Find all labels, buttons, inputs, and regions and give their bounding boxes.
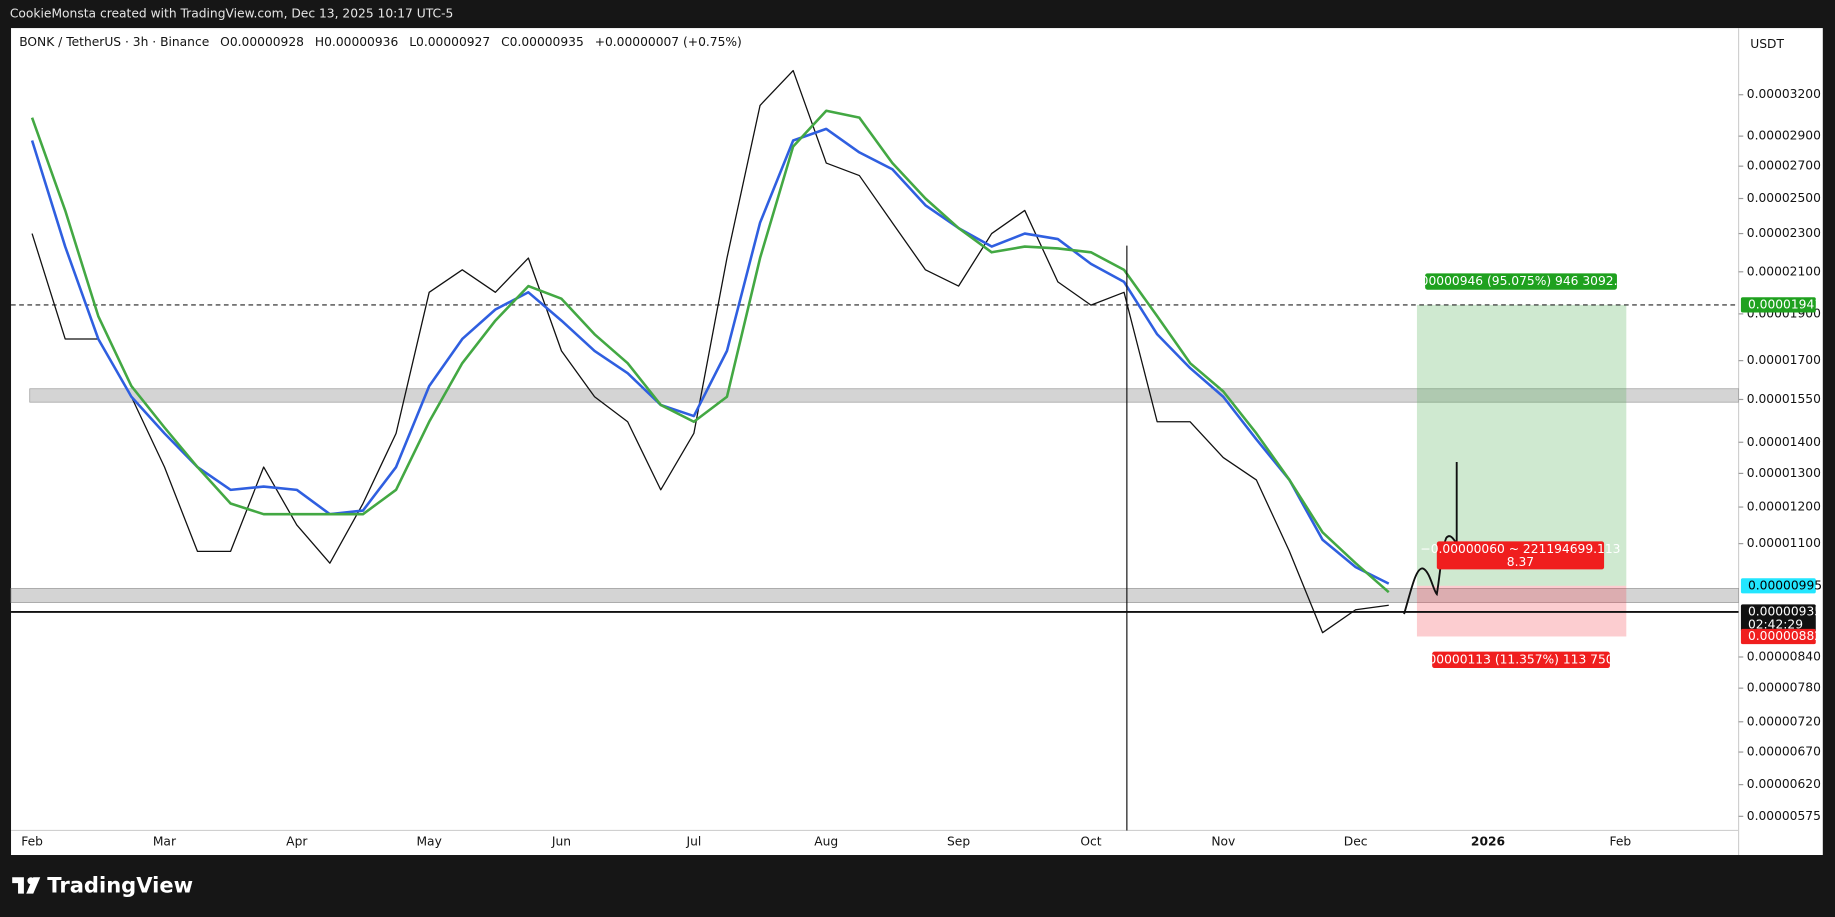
y-tick-label: 0.00001300 <box>1747 466 1821 480</box>
x-tick-label: 2026 <box>1471 835 1505 849</box>
zone <box>29 388 1739 403</box>
ohlc: C0.00000935 <box>501 35 584 49</box>
x-tick-label: May <box>416 835 441 849</box>
entry-price-bg <box>1740 578 1816 594</box>
y-tick-label: 0.00001200 <box>1747 500 1821 514</box>
projection-drawing <box>1403 462 1458 615</box>
x-tick-label: Apr <box>286 835 308 849</box>
y-tick-label: 0.00002900 <box>1747 129 1821 143</box>
target-label: 0.00000946 (95.075%) 946 3092.08 <box>1409 274 1633 288</box>
y-tick-label: 0.00000575 <box>1747 809 1821 823</box>
y-tick-label: 0.00001100 <box>1747 536 1821 550</box>
ohlc: O0.00000928 <box>220 35 304 49</box>
ohlc: H0.00000936 <box>315 35 399 49</box>
ohlc: +0.00000007 (+0.75%) <box>595 35 742 49</box>
moving-average <box>30 127 1390 585</box>
y-tick-label: 0.00000840 <box>1747 649 1821 663</box>
y-tick-label: 0.00001400 <box>1747 435 1821 449</box>
symbol-legend: BONK / TetherUS · 3h · Binance O0.000009… <box>19 35 742 49</box>
brand-name: TradingView <box>47 873 193 898</box>
y-tick-label: 0.00000720 <box>1747 714 1821 728</box>
y-tick-label: 0.00002100 <box>1747 264 1821 278</box>
plot-layer <box>10 69 1739 637</box>
center-label-bg <box>1436 541 1605 570</box>
brand: TradingView <box>12 873 193 898</box>
stop-price-bg <box>1740 628 1816 645</box>
price-axis <box>1738 28 1823 856</box>
y-tick-label: 0.00001700 <box>1747 353 1821 367</box>
target-price-bg <box>1740 297 1816 313</box>
x-tick-label: Jun <box>551 835 571 849</box>
plot-area <box>11 28 1739 831</box>
x-tick-label: Oct <box>1080 835 1101 849</box>
x-tick-label: Aug <box>814 835 838 849</box>
y-tick-label: 0.00000620 <box>1747 777 1821 791</box>
y-tick-label: 0.00001550 <box>1747 392 1821 406</box>
y-tick-label: 0.00000780 <box>1747 681 1821 695</box>
stop-label-bg <box>1432 651 1610 669</box>
entry-price: 0.00000995 <box>1748 578 1822 592</box>
credit: CookieMonsta created with TradingView.co… <box>10 7 453 21</box>
center-label: 8.37 <box>1507 555 1534 569</box>
currency: USDT <box>1750 37 1784 51</box>
center-label: −0.00000060 ~ 221194699.113 <box>1420 542 1620 556</box>
countdown: 02:42:29 <box>1748 617 1803 631</box>
price-line <box>31 69 1389 634</box>
x-tick-label: Jul <box>685 835 701 849</box>
current-price: 0.00000935 <box>1748 604 1822 618</box>
current-price-bg <box>1740 604 1816 633</box>
ohlc: L0.00000927 <box>409 35 490 49</box>
x-tick-label: Mar <box>153 835 177 849</box>
target-price: 0.00001941 <box>1748 297 1822 311</box>
target-area <box>1416 304 1627 586</box>
time-axis <box>11 830 1739 856</box>
x-tick-label: Dec <box>1344 835 1368 849</box>
x-tick-label: Feb <box>1610 835 1632 849</box>
y-tick-label: 0.00000670 <box>1747 745 1821 759</box>
y-tick-label: 0.00003200 <box>1747 87 1821 101</box>
stop-label: 0.00000113 (11.357%) 113 750.1 <box>1417 652 1625 666</box>
y-tick-label: 0.00002700 <box>1747 159 1821 173</box>
y-tick-label: 0.00002300 <box>1747 226 1821 240</box>
symbol: BONK / TetherUS · 3h · Binance <box>19 35 209 49</box>
x-tick-label: Sep <box>947 835 970 849</box>
x-tick-label: Nov <box>1211 835 1235 849</box>
zone <box>10 587 1739 603</box>
target-label-bg <box>1425 273 1617 290</box>
brand-icon <box>27 877 35 885</box>
moving-average <box>30 109 1390 594</box>
stop-price: 0.00000882 <box>1748 629 1822 643</box>
x-tick-label: Feb <box>21 835 43 849</box>
y-tick-label: 0.00002500 <box>1747 191 1821 205</box>
